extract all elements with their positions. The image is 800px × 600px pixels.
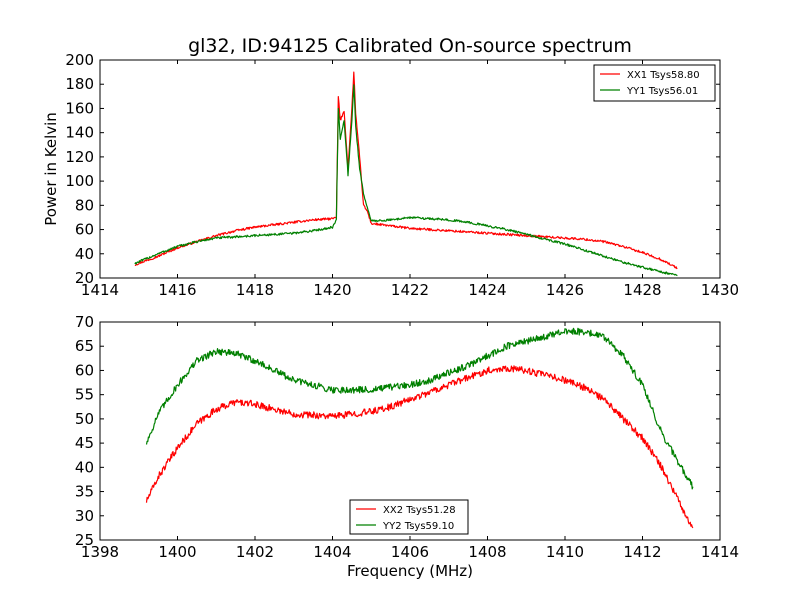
y-tick-label: 30 [75,507,94,525]
x-tick-label: 1424 [468,281,506,299]
y-tick-label: 180 [65,75,94,93]
x-tick-label: 1400 [158,543,196,561]
y-tick-label: 50 [75,410,94,428]
bottom-plot-legend: XX2 Tsys51.28 YY2 Tsys59.10 [349,499,469,535]
x-tick-label: 1404 [313,543,351,561]
x-tick-label: 1430 [701,281,739,299]
y-tick-label: 100 [65,172,94,190]
legend-box [593,64,716,102]
x-tick-label: 1428 [623,281,661,299]
series-line-yy [134,84,678,277]
legend-box [349,499,469,535]
x-tick-label: 1414 [701,543,739,561]
x-tick-label: 1420 [313,281,351,299]
top-plot: 1414 1416 1418 1420 1422 1424 1426 1428 1430 20 40… [42,51,739,299]
y-tick-label: 25 [75,531,94,549]
x-tick-label: 1412 [623,543,661,561]
y-tick-label: 20 [75,269,94,287]
y-tick-label: 65 [75,337,94,355]
top-plot-legend: XX1 Tsys58.80 YY1 Tsys56.01 [593,64,716,102]
chart-title: gl32, ID:94125 Calibrated On-source spec… [188,35,632,57]
x-tick-label: 1406 [391,543,429,561]
x-tick-label: 1410 [546,543,584,561]
y-tick-label: 35 [75,483,94,501]
x-tick-label: 1414 [81,281,119,299]
x-tick-label: 1402 [236,543,274,561]
x-tick-label: 1416 [158,281,196,299]
series-line-xx [145,365,694,529]
legend-label: YY1 Tsys56.01 [626,86,698,97]
x-tick-label: 1422 [391,281,429,299]
y-tick-label: 80 [75,196,94,214]
y-tick-label: 60 [75,361,94,379]
bottom-plot: 1398 1400 1402 1404 1406 1408 1410 1412 1414 25 30… [75,313,739,561]
bottom-plot-ticks: 1398 1400 1402 1404 1406 1408 1410 1412 1414 25 30… [75,313,739,561]
legend-label: XX1 Tsys58.80 [627,70,700,81]
y-tick-label: 70 [75,313,94,331]
y-tick-label: 140 [65,124,94,142]
series-line-yy [145,327,694,490]
y-tick-label: 200 [65,51,94,69]
y-tick-label: 120 [65,148,94,166]
y-tick-label: 160 [65,99,94,117]
legend-label: YY2 Tsys59.10 [382,521,454,532]
legend-label: XX2 Tsys51.28 [383,505,456,516]
top-plot-ticks: 1414 1416 1418 1420 1422 1424 1426 1428 1430 20 40… [65,51,739,299]
top-plot-series [134,71,678,277]
x-tick-label: 1398 [81,543,119,561]
y-tick-label: 40 [75,245,94,263]
y-tick-label: 55 [75,386,94,404]
series-line-xx [134,71,678,270]
x-tick-label: 1418 [236,281,274,299]
y-tick-label: 60 [75,221,94,239]
bottom-plot-series [145,327,694,529]
top-plot-ylabel: Power in Kelvin [42,112,60,226]
x-axis-label: Frequency (MHz) [347,562,473,580]
y-tick-label: 45 [75,434,94,452]
y-tick-label: 40 [75,458,94,476]
x-tick-label: 1426 [546,281,584,299]
x-tick-label: 1408 [468,543,506,561]
